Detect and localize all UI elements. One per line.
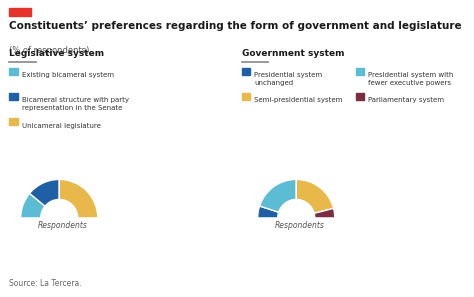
Bar (9, 93, 18, 100)
Wedge shape (59, 179, 98, 218)
Wedge shape (296, 179, 334, 213)
Wedge shape (260, 179, 296, 212)
Text: Presidential system
unchanged: Presidential system unchanged (254, 72, 322, 86)
Text: Constituents’ preferences regarding the form of government and legislature: Constituents’ preferences regarding the … (9, 21, 462, 31)
Wedge shape (29, 179, 59, 206)
Text: Legislative system: Legislative system (9, 49, 105, 58)
Text: Respondents: Respondents (275, 221, 325, 230)
Text: Semi-presidential system: Semi-presidential system (254, 97, 342, 103)
Text: Existing bicameral system: Existing bicameral system (22, 72, 114, 78)
Wedge shape (258, 206, 279, 218)
Bar (242, 67, 250, 75)
Wedge shape (21, 193, 45, 218)
Text: Source: La Tercera.: Source: La Tercera. (9, 279, 82, 288)
Bar (356, 93, 364, 100)
Text: Presidential system with
fewer executive powers: Presidential system with fewer executive… (368, 72, 453, 86)
Bar (9, 67, 18, 75)
Bar (242, 93, 250, 100)
Text: Bicameral structure with party
representation in the Senate: Bicameral structure with party represent… (22, 97, 129, 111)
Bar (9, 118, 18, 125)
Text: Parliamentary system: Parliamentary system (368, 97, 444, 103)
Bar (356, 67, 364, 75)
Wedge shape (314, 208, 335, 218)
Bar (9, 8, 31, 16)
Text: Respondents: Respondents (38, 221, 88, 230)
Text: Unicameral legislature: Unicameral legislature (22, 123, 100, 129)
Text: Government system: Government system (242, 49, 344, 58)
Text: (% of respondents): (% of respondents) (9, 46, 90, 55)
